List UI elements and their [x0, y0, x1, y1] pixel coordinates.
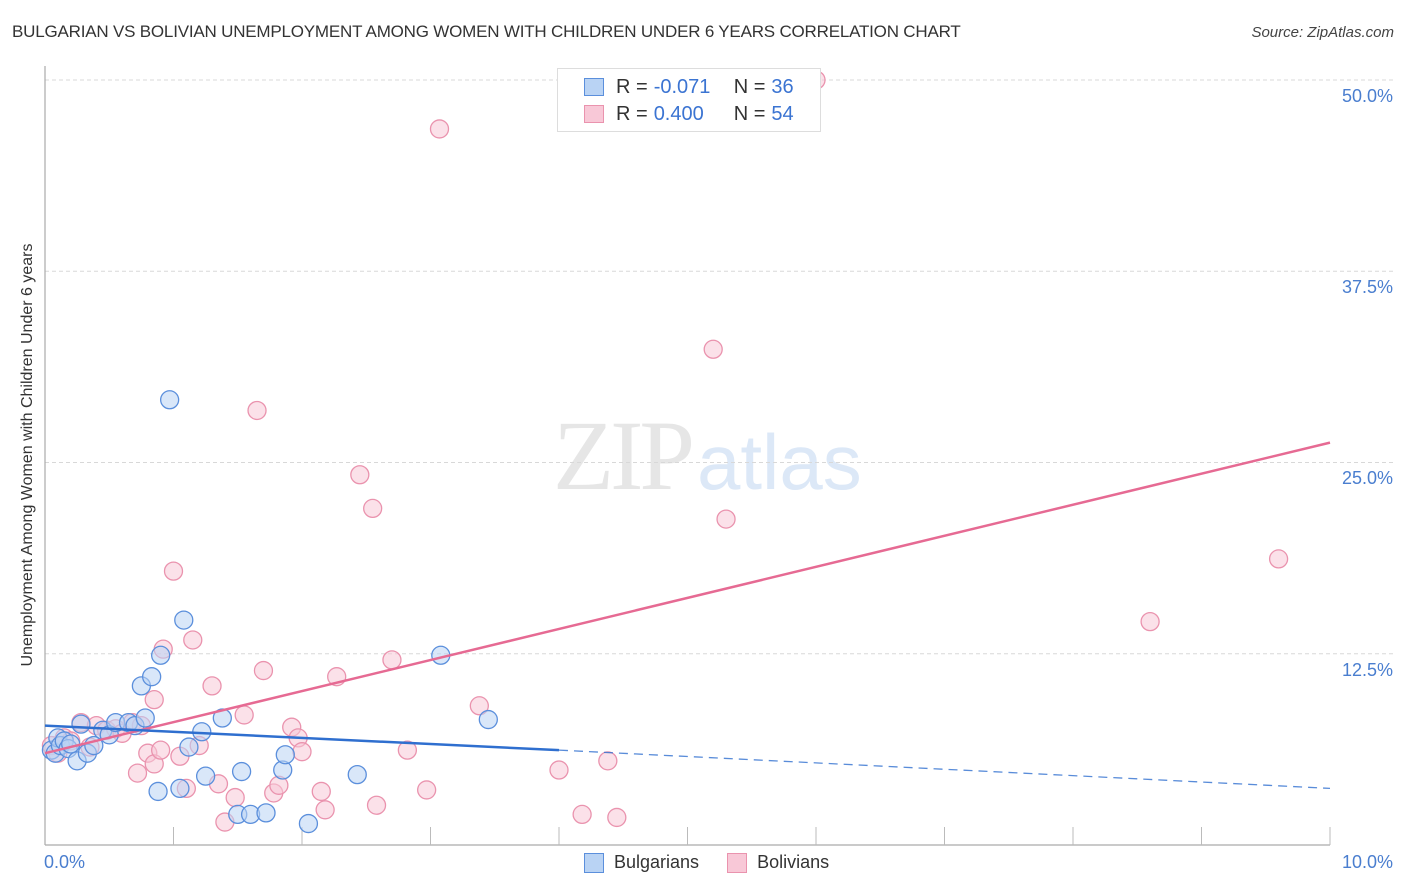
data-point: [275, 745, 295, 765]
bulgarians-trend-extension: [558, 749, 1331, 790]
data-point: [247, 400, 267, 421]
n-value: 36: [771, 75, 794, 98]
data-point: [71, 714, 91, 734]
data-point: [174, 610, 194, 630]
correlation-legend: R = -0.071 N = 36 R = 0.400 N = 54: [557, 68, 821, 132]
bolivians-trend-line: [44, 441, 1331, 755]
bolivians-swatch-icon: [727, 852, 748, 873]
data-point: [549, 760, 569, 780]
n-label: N =: [733, 102, 766, 125]
data-point: [416, 780, 437, 800]
data-point: [256, 803, 276, 823]
data-point: [163, 561, 184, 581]
data-point: [231, 761, 252, 782]
y-axis-label: Unemployment Among Women with Children U…: [19, 243, 36, 667]
data-point: [144, 690, 164, 710]
bulgarians-trend-line: [44, 724, 560, 752]
source-label: Source: ZipAtlas.com: [1251, 24, 1394, 41]
bulgarians-swatch-icon: [584, 852, 604, 873]
watermark-zip: ZIP: [553, 400, 695, 511]
bulgarians-swatch-icon: [584, 78, 604, 96]
data-point: [195, 766, 216, 786]
data-point: [1268, 549, 1289, 569]
n-value: 54: [771, 102, 794, 125]
data-point: [311, 781, 331, 802]
n-label: N =: [733, 75, 766, 98]
r-label: R =: [616, 102, 648, 125]
data-point: [298, 813, 319, 834]
data-point: [148, 781, 168, 802]
legend-row-bolivians: R = 0.400 N = 54: [584, 102, 794, 126]
data-point: [179, 737, 199, 757]
data-point: [234, 705, 254, 725]
y-tick-25: 25.0%: [1341, 468, 1393, 488]
data-point: [150, 645, 171, 665]
data-point: [469, 696, 489, 716]
bolivians-swatch-icon: [584, 105, 604, 123]
trend-lines: [44, 441, 1331, 790]
x-tick-0: 0.0%: [44, 852, 86, 872]
r-value: 0.400: [653, 102, 704, 125]
r-value: -0.071: [653, 75, 711, 98]
data-point: [170, 778, 190, 799]
legend-item-bolivians[interactable]: Bolivians: [727, 852, 829, 873]
watermark: ZIPatlas: [553, 405, 862, 506]
data-point: [478, 709, 498, 730]
data-point: [292, 742, 312, 762]
data-point: [183, 630, 203, 650]
bulgarians-points: [41, 390, 498, 834]
series-legend: Bulgarians Bolivians: [584, 852, 857, 873]
data-point: [202, 676, 222, 696]
data-point: [159, 390, 180, 410]
data-point: [429, 119, 450, 139]
data-point: [397, 740, 418, 760]
data-point: [127, 763, 148, 783]
y-tick-50: 50.0%: [1341, 86, 1393, 106]
data-point: [382, 650, 402, 670]
data-point: [350, 465, 370, 485]
gridlines: [45, 79, 1395, 655]
data-point: [315, 800, 335, 820]
data-point: [61, 734, 81, 754]
data-point: [225, 787, 245, 808]
data-point: [212, 708, 232, 728]
data-point: [703, 339, 723, 359]
data-point: [366, 795, 387, 815]
data-point: [347, 764, 367, 785]
legend-label: Bulgarians: [614, 852, 700, 872]
data-point: [142, 667, 162, 687]
data-point: [363, 498, 383, 519]
y-tick-12-5: 12.5%: [1341, 660, 1393, 680]
y-tick-37-5: 37.5%: [1341, 277, 1393, 297]
data-point: [253, 660, 274, 681]
axes: [44, 66, 1331, 846]
data-point: [716, 509, 736, 529]
legend-row-bulgarians: R = -0.071 N = 36: [584, 75, 794, 99]
r-label: R =: [616, 75, 648, 98]
data-point: [135, 708, 155, 728]
data-point: [572, 804, 592, 825]
data-point: [607, 807, 627, 828]
legend-item-bulgarians[interactable]: Bulgarians: [584, 852, 699, 873]
x-tick-10: 10.0%: [1341, 852, 1393, 872]
data-point: [598, 751, 618, 771]
data-point: [1140, 611, 1160, 632]
chart-title: BULGARIAN VS BOLIVIAN UNEMPLOYMENT AMONG…: [12, 22, 961, 41]
legend-label: Bolivians: [757, 852, 830, 872]
data-point: [150, 740, 171, 760]
